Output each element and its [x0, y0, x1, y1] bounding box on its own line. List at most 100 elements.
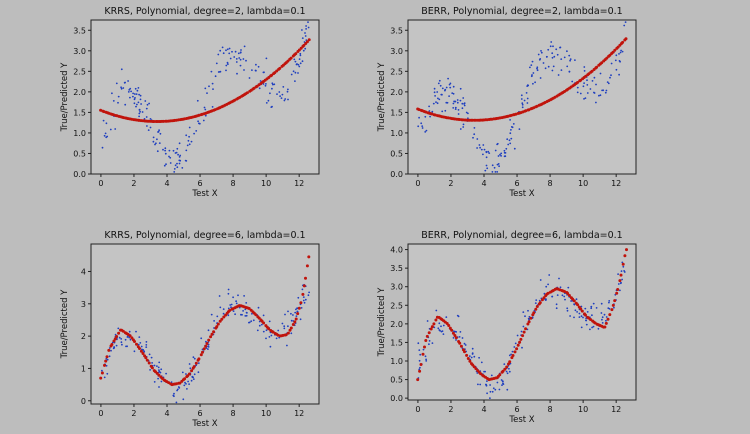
true-point	[133, 102, 136, 105]
true-point	[176, 147, 179, 150]
true-point	[149, 369, 152, 371]
true-point	[527, 317, 530, 320]
true-point	[157, 130, 160, 133]
true-point	[145, 107, 148, 110]
true-point	[265, 337, 267, 340]
true-point	[614, 59, 617, 62]
true-point	[476, 147, 478, 149]
true-point	[111, 92, 113, 95]
y-tick-label: 0.5	[390, 149, 403, 158]
true-point	[553, 55, 556, 58]
true-point	[211, 106, 214, 108]
x-tick-label: 2	[131, 409, 136, 418]
true-point	[270, 334, 273, 337]
true-point	[279, 95, 281, 97]
true-point	[521, 103, 524, 106]
true-point	[433, 87, 436, 90]
predicted-point	[228, 309, 232, 312]
true-point	[135, 330, 137, 333]
true-point	[105, 136, 108, 139]
plot-area	[90, 19, 320, 175]
true-point	[144, 100, 147, 102]
true-point	[271, 87, 273, 90]
true-point	[212, 88, 214, 90]
true-point	[538, 299, 541, 302]
true-point	[242, 58, 245, 60]
true-point	[599, 72, 602, 75]
predicted-point	[534, 307, 538, 311]
true-point	[547, 283, 549, 286]
true-point	[504, 152, 507, 154]
true-point	[137, 87, 140, 89]
true-point	[604, 91, 607, 94]
true-point	[618, 53, 620, 55]
true-point	[228, 47, 231, 50]
true-point	[136, 89, 139, 92]
true-point	[120, 87, 123, 90]
true-point	[150, 356, 153, 359]
subplot-bottom-right: BERR, Polynomial, degree=6, lambda=0.1 0 2…	[377, 230, 637, 425]
true-point	[290, 332, 293, 335]
predicted-point	[623, 254, 627, 258]
true-point	[245, 314, 248, 317]
predicted-point	[563, 290, 566, 293]
true-point	[462, 97, 465, 99]
predicted-point	[197, 357, 201, 361]
true-point	[531, 60, 534, 63]
true-point	[576, 91, 579, 94]
true-point	[444, 89, 446, 92]
true-point	[228, 52, 231, 55]
predicted-point	[621, 262, 625, 266]
true-point	[539, 279, 542, 281]
true-point	[178, 156, 181, 158]
true-point	[204, 114, 207, 117]
true-point	[520, 330, 523, 333]
true-point	[177, 153, 180, 156]
true-point	[579, 92, 582, 95]
predicted-point	[204, 344, 208, 348]
true-point	[482, 153, 484, 156]
true-point	[117, 95, 120, 98]
true-point	[419, 353, 422, 356]
true-point	[486, 392, 488, 395]
y-tick-label: 3.0	[390, 47, 403, 56]
x-tick-label: 6	[197, 409, 202, 418]
true-point	[269, 345, 272, 348]
x-tick-label: 0	[415, 179, 420, 188]
true-point	[204, 87, 207, 90]
x-tick-label: 8	[548, 405, 553, 414]
true-point	[118, 336, 121, 339]
true-point	[129, 338, 132, 341]
predicted-point	[302, 43, 306, 47]
true-point	[258, 324, 261, 327]
true-point	[128, 330, 131, 333]
true-point	[428, 340, 431, 342]
true-point	[287, 88, 289, 91]
true-point	[417, 342, 420, 345]
y-tick-label: 2.5	[73, 67, 86, 76]
true-point	[551, 69, 554, 72]
predicted-point	[157, 373, 161, 377]
true-point	[258, 87, 261, 90]
x-tick-label: 12	[611, 179, 621, 188]
true-point	[187, 139, 190, 142]
true-point	[583, 82, 585, 84]
true-point	[210, 313, 213, 316]
true-point	[624, 21, 627, 23]
true-point	[559, 286, 562, 289]
subplot-bottom-left: KRRS, Polynomial, degree=6, lambda=0.1 0 2…	[60, 230, 320, 429]
true-point	[485, 156, 488, 159]
true-point	[458, 336, 461, 338]
true-point	[230, 306, 232, 309]
true-point	[563, 56, 566, 59]
predicted-point	[532, 311, 536, 315]
predicted-point	[270, 73, 274, 77]
true-point	[429, 115, 431, 118]
true-point	[473, 127, 476, 129]
predicted-point	[190, 369, 194, 373]
predicted-point	[507, 362, 510, 366]
true-point	[102, 119, 105, 122]
true-point	[257, 65, 260, 68]
true-point	[463, 104, 466, 107]
true-point	[438, 98, 441, 101]
